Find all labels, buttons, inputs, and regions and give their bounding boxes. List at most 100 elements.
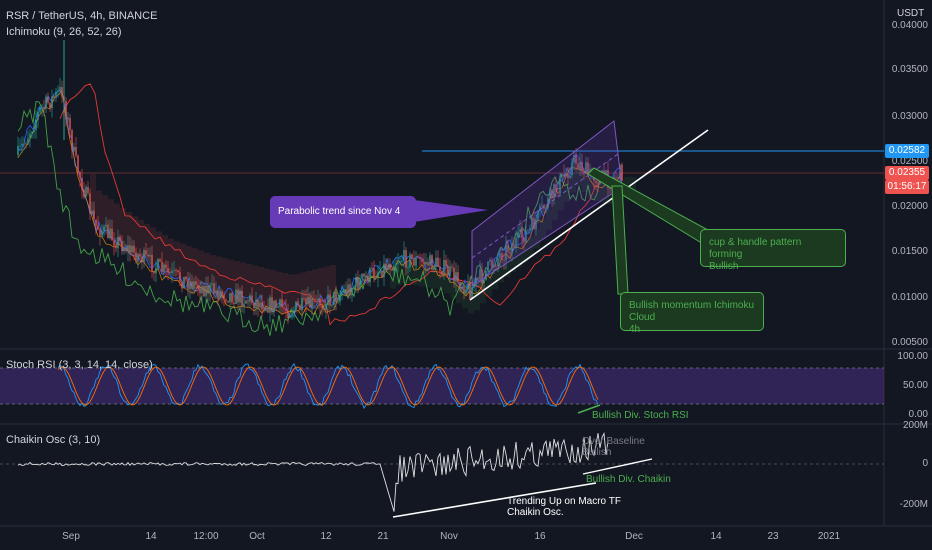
candle-body	[49, 102, 51, 109]
candle-body	[69, 117, 71, 130]
cup-handle-callout[interactable]: cup & handle pattern forming Bullish	[700, 229, 846, 272]
chaikin-divergence-line[interactable]	[582, 458, 653, 475]
candle-body	[103, 226, 105, 232]
cloud-segment-bearish	[246, 264, 252, 304]
candle-body	[145, 250, 147, 255]
cloud-segment-bearish	[204, 252, 210, 293]
candle-body	[307, 296, 309, 305]
cloud-segment-bearish	[300, 272, 306, 313]
candle-body	[123, 247, 125, 252]
candle-body	[293, 309, 295, 314]
candle-body	[73, 147, 75, 151]
candle-body	[441, 270, 443, 275]
cloud-segment-bearish	[270, 270, 276, 310]
candle-body	[167, 267, 169, 273]
cloud-segment-bullish	[522, 241, 528, 262]
parabolic-callout-text: Parabolic trend since Nov 4	[278, 206, 401, 217]
chaikin-tick: -200M	[899, 499, 928, 510]
chaikin-divergence-note: Bullish Div. Chaikin	[586, 474, 671, 485]
stoch-divergence-line[interactable]	[577, 404, 601, 414]
countdown-tag[interactable]: 01:56:17	[885, 180, 929, 194]
price-tag-current[interactable]: 0.02355	[885, 166, 929, 180]
ichimoku-callout[interactable]: Bullish momentum Ichimoku Cloud 4h	[620, 292, 764, 335]
cloud-segment-bearish	[102, 195, 108, 235]
macro-trend-note-2: Chaikin Osc.	[507, 507, 564, 518]
candle-body	[473, 286, 475, 288]
candle-body	[87, 186, 89, 194]
candle-body	[27, 138, 29, 145]
candle-body	[415, 257, 417, 266]
candle-body	[181, 281, 183, 289]
candle-body	[127, 245, 129, 252]
cloud-segment-bearish	[258, 267, 264, 307]
chaikin-trend-line[interactable]	[392, 482, 597, 518]
candle-body	[339, 294, 341, 302]
stoch-k-line	[57, 362, 599, 410]
candle-body	[615, 176, 617, 178]
candle-body	[311, 298, 313, 308]
cloud-segment-bullish	[408, 264, 414, 285]
currency-label[interactable]: USDT	[897, 8, 925, 19]
candle-body	[487, 261, 489, 271]
candle-body	[511, 244, 513, 254]
candle-body	[29, 133, 31, 139]
candle-body	[77, 155, 79, 173]
cloud-segment-bearish	[126, 212, 132, 253]
candle-body	[373, 268, 375, 278]
candle-body	[217, 290, 219, 299]
cloud-segment-bearish	[138, 220, 144, 260]
candle-body	[523, 237, 525, 243]
uptrend-line[interactable]	[469, 129, 709, 301]
candle-body	[51, 96, 53, 109]
candle-body	[399, 261, 401, 263]
candle-body	[335, 292, 337, 302]
cup-handle-text-2: Bullish	[709, 261, 739, 272]
candle-body	[467, 282, 469, 290]
ichimoku-legend[interactable]: Ichimoku (9, 26, 52, 26)	[6, 26, 122, 38]
candle-body	[329, 294, 331, 306]
cloud-segment-bullish	[390, 268, 396, 289]
cloud-segment-bearish	[114, 203, 120, 244]
price-tick: 0.03500	[891, 64, 928, 75]
candle-body	[209, 284, 211, 294]
candle-body	[493, 265, 495, 268]
candle-body	[251, 295, 253, 303]
price-candles[interactable]	[17, 40, 623, 324]
symbol-title[interactable]: RSR / TetherUS, 4h, BINANCE	[6, 10, 158, 22]
candle-body	[237, 289, 239, 303]
cloud-segment-bearish	[264, 268, 270, 309]
candle-body	[281, 299, 283, 308]
candle-body	[125, 247, 127, 252]
cloud-segment-bearish	[276, 271, 282, 312]
cloud-segment-bearish	[156, 231, 162, 272]
candle-body	[397, 262, 399, 264]
candle-body	[389, 265, 391, 270]
parabolic-callout[interactable]: Parabolic trend since Nov 4	[270, 196, 416, 228]
candle-body	[65, 101, 67, 120]
chaikin-legend[interactable]: Chaikin Osc (3, 10)	[6, 434, 101, 446]
candle-body	[151, 254, 153, 272]
cloud-segment-bullish	[396, 265, 402, 286]
candle-body	[551, 189, 553, 198]
stoch-legend[interactable]: Stoch RSI (3, 3, 14, 14, close)	[6, 359, 153, 371]
candle-body	[247, 300, 249, 302]
candle-body	[363, 273, 365, 277]
cloud-segment-bullish	[402, 263, 408, 284]
cloud-segment-bullish	[564, 181, 570, 202]
candle-body	[571, 162, 573, 176]
candle-body	[267, 308, 269, 313]
cloud-segment-bullish	[450, 278, 456, 299]
ichimoku-baseline	[59, 83, 631, 326]
candle-body	[161, 261, 163, 272]
parabolic-channel[interactable]	[471, 120, 623, 287]
cloud-segment-bearish	[324, 266, 330, 307]
candle-body	[199, 288, 201, 294]
price-tag-blue[interactable]: 0.02582	[885, 144, 929, 158]
candle-body	[269, 297, 271, 313]
candle-body	[503, 259, 505, 261]
time-tick: 2021	[817, 531, 841, 542]
cloud-segment-bearish	[240, 262, 246, 303]
stoch-d-line	[57, 366, 599, 406]
macro-trend-note-1: Trending Up on Macro TF	[507, 496, 621, 507]
